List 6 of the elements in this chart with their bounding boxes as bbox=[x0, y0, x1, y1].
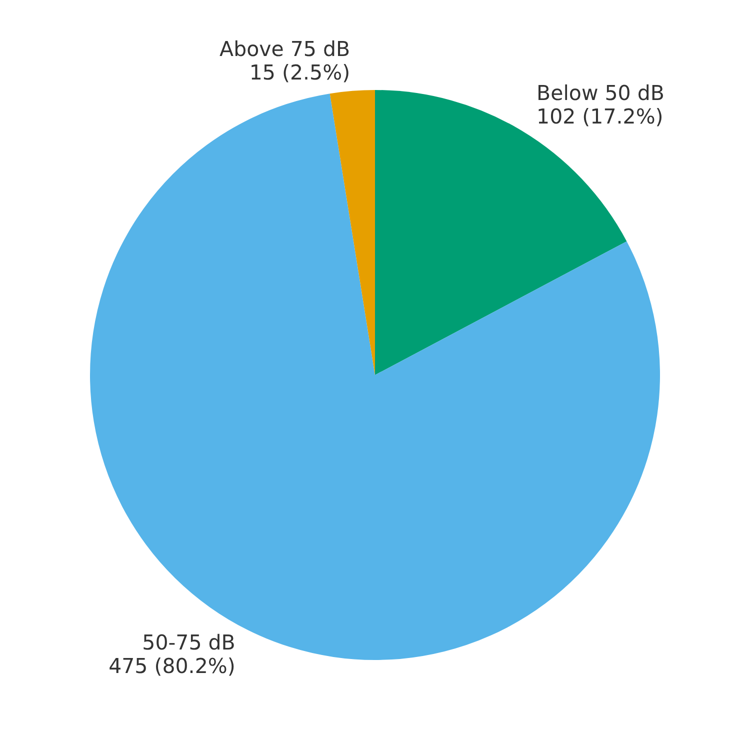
data-label: 15 (2.5%) bbox=[249, 60, 350, 85]
slice-label: 50-75 dB bbox=[142, 630, 236, 654]
data-label: 102 (17.2%) bbox=[536, 104, 664, 128]
slice-label: Below 50 dB bbox=[536, 80, 664, 105]
data-label: 475 (80.2%) bbox=[108, 654, 236, 678]
slice-label: Above 75 dB bbox=[220, 37, 350, 62]
